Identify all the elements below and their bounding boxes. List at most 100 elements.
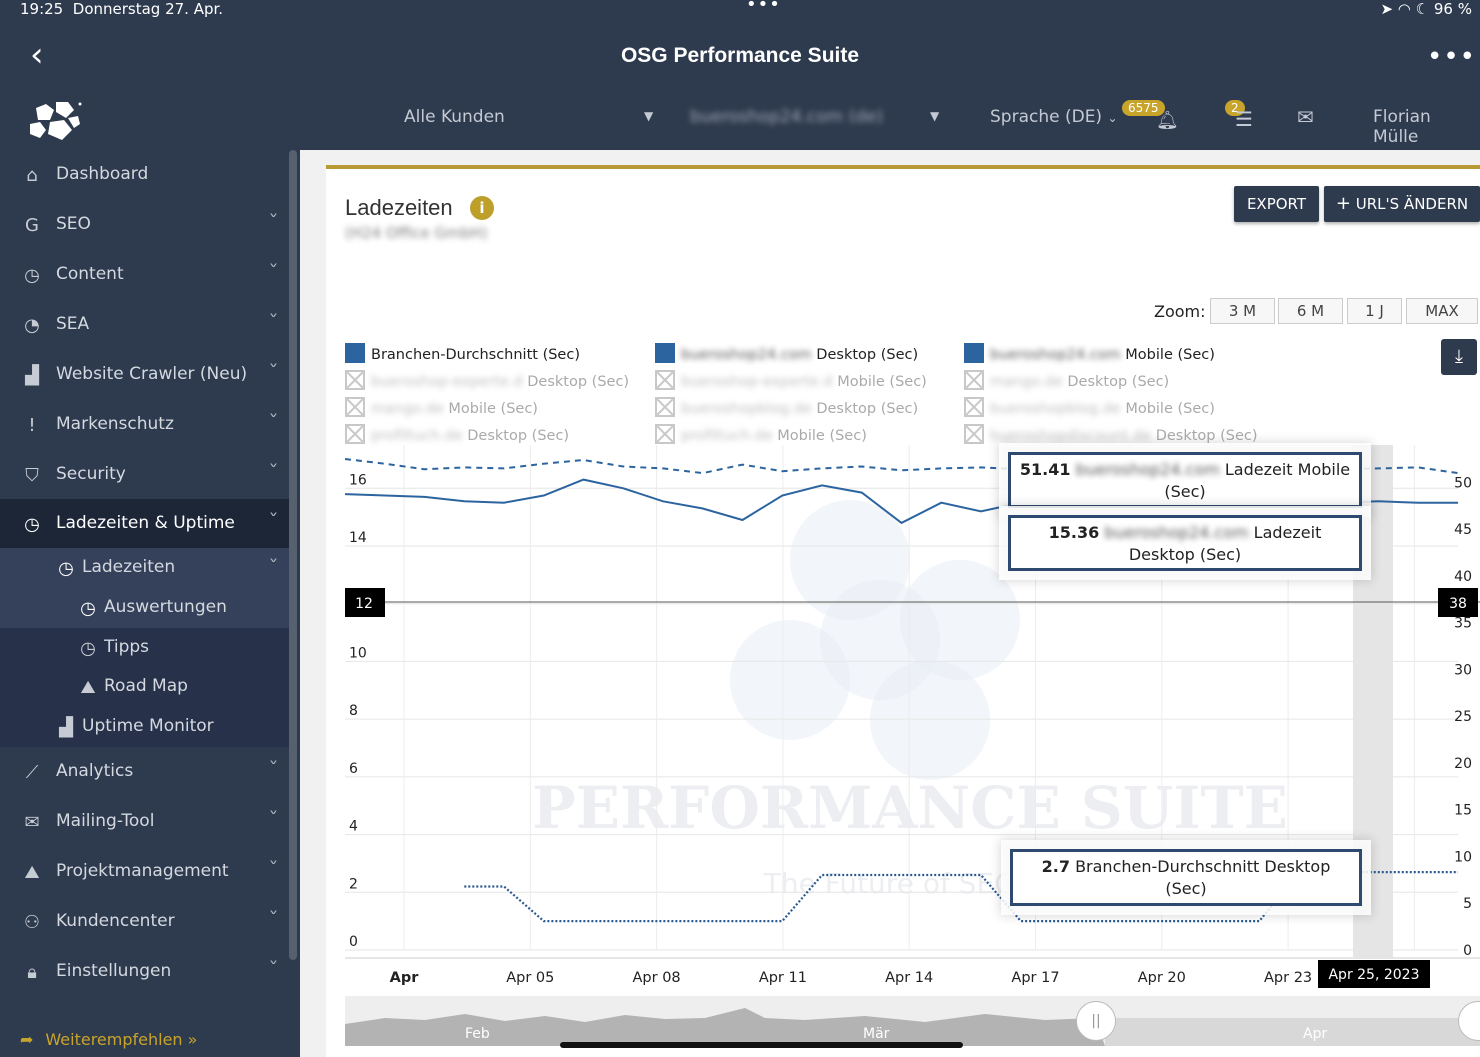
chevron-down-icon[interactable]: ˅ [268,910,279,926]
chevron-down-icon[interactable]: ˅ [268,760,279,776]
sidebar-item-sea[interactable]: ◔ SEA ˅ [0,300,289,350]
sidebar-scrollbar[interactable] [289,150,297,960]
legend-domain: bueroshopdiscount.de [990,428,1152,444]
legend-item[interactable]: profiltuch.de Mobile (Sec) [655,424,867,444]
area-chart-icon: ▟ [25,364,39,386]
sidebar-item-label: Projektmanagement [56,861,229,881]
zoom-max-button[interactable]: MAX [1406,298,1478,324]
refer-link[interactable]: ➦ Weiterempfehlen » [20,1030,198,1049]
chevron-down-icon[interactable]: ˅ [268,960,279,976]
chevron-down-icon[interactable]: ˅ [268,860,279,876]
sidebar-item-tipps[interactable]: ◷ Tipps [0,628,289,668]
legend-item[interactable]: Branchen-Durchschnitt (Sec) [345,343,580,363]
sidebar-item-label: Kundencenter [56,911,175,931]
sidebar-item-projektmanagement[interactable]: ⛰ Projektmanagement ˅ [0,847,289,897]
sidebar-item-einstellungen[interactable]: 🔒︎ Einstellungen ˅ [0,947,289,997]
user-menu[interactable]: Florian Mülle [1373,107,1431,147]
change-urls-button[interactable]: + URL'S ÄNDERN [1324,186,1480,222]
customer-select[interactable]: Alle Kunden ▼ [404,107,654,127]
sidebar-item-auswertungen[interactable]: ◷ Auswertungen [0,588,289,628]
sidebar-item-label: Analytics [56,761,134,781]
sidebar-item-label: Dashboard [56,164,149,184]
clock-icon: ◷ [80,637,96,659]
sidebar-item-website-crawler-neu-[interactable]: ▟ Website Crawler (Neu) ˅ [0,350,289,400]
legend-item[interactable]: mango.de Mobile (Sec) [345,397,538,417]
sidebar-item-label: SEO [56,214,91,234]
download-icon[interactable]: ⤓ [1441,339,1477,375]
export-button[interactable]: EXPORT [1234,186,1319,222]
y-right-tick: 25 [1454,709,1472,725]
legend-label: Desktop (Sec) [816,401,919,417]
sidebar-item-content[interactable]: ◷ Content ˅ [0,250,289,300]
zoom-1j-button[interactable]: 1 J [1347,298,1402,324]
x-tick-label: Apr 05 [506,970,554,986]
tasks-badge: 2 [1225,100,1245,116]
envelope-icon[interactable]: ✉ [1297,105,1314,129]
navigator-handle-left[interactable]: || [1076,1001,1116,1041]
legend-hidden-icon [964,370,984,390]
legend-item[interactable]: bueroshopblog.de Mobile (Sec) [964,397,1215,417]
sidebar-item-mailing-tool[interactable]: ✉ Mailing-Tool ˅ [0,797,289,847]
sidebar-item-label: Tipps [104,637,150,657]
info-icon[interactable]: i [470,196,494,220]
legend-swatch [964,343,984,363]
chevron-down-icon[interactable]: ˅ [268,810,279,826]
range-navigator[interactable]: Feb Mär Apr || [345,996,1480,1046]
zoom-6m-button[interactable]: 6 M [1278,298,1343,324]
sidebar-item-seo[interactable]: G SEO ˅ [0,200,289,250]
sidebar-item-analytics[interactable]: ⟋ Analytics ˅ [0,747,289,797]
sidebar-item-label: Einstellungen [56,961,172,981]
multitask-dots[interactable]: ••• [746,0,781,15]
chevron-down-icon[interactable]: ˅ [268,263,279,279]
crosshair-right-box [1438,588,1478,617]
google-icon: G [25,214,39,236]
legend-swatch [345,343,365,363]
sidebar-item-ladezeiten-uptime[interactable]: ◷ Ladezeiten & Uptime ˅ [0,499,289,549]
watermark-title: PERFORMANCE SUITE [532,774,1288,842]
legend-item[interactable]: profiltuch.de Desktop (Sec) [345,424,569,444]
clock-icon: ◷ [80,597,96,619]
crosshair-date-box [1318,960,1430,988]
chevron-down-icon[interactable]: ˅ [268,558,279,574]
legend-item[interactable]: bueroshop24.com Desktop (Sec) [655,343,918,363]
legend-domain: bueroshop-experte.d [681,374,833,390]
legend-item[interactable]: bueroshopdiscount.de Desktop (Sec) [964,424,1258,444]
chevron-down-icon[interactable]: ˅ [268,313,279,329]
legend-label: Desktop (Sec) [816,347,919,363]
sidebar-item-uptime-monitor[interactable]: ▟ Uptime Monitor [0,707,289,747]
back-icon[interactable]: ‹ [30,35,44,75]
y-right-tick: 15 [1454,803,1472,819]
legend-item[interactable]: bueroshop-experte.d Desktop (Sec) [345,370,629,390]
legend-item[interactable]: mango.de Desktop (Sec) [964,370,1169,390]
sidebar-item-dashboard[interactable]: ⌂ Dashboard [0,150,289,200]
y-right-tick: 45 [1454,522,1472,538]
sidebar-item-markenschutz[interactable]: ! Markenschutz ˅ [0,400,289,450]
legend-hidden-icon [345,370,365,390]
language-select[interactable]: Sprache (DE) ⌄ [990,107,1118,127]
osg-logo-icon[interactable] [26,98,84,142]
chevron-down-icon[interactable]: ˅ [268,413,279,429]
sidebar-item-kundencenter[interactable]: ⚇ Kundencenter ˅ [0,897,289,947]
legend-label: Mobile (Sec) [777,428,867,444]
legend-item[interactable]: bueroshop-experte.d Mobile (Sec) [655,370,927,390]
sidebar-item-ladezeiten[interactable]: ◷ Ladezeiten ˅ [0,548,289,588]
chevron-down-icon[interactable]: ˅ [268,363,279,379]
legend-item[interactable]: bueroshop24.com Mobile (Sec) [964,343,1215,363]
more-icon[interactable]: ••• [1426,42,1476,72]
sidebar-item-road-map[interactable]: ⛰ Road Map [0,667,289,707]
domain-select[interactable]: bueroshop24.com (de) ▼ [690,107,940,127]
legend-domain: bueroshop-experte.d [371,374,523,390]
legend-item[interactable]: bueroshopblog.de Desktop (Sec) [655,397,918,417]
zoom-3m-button[interactable]: 3 M [1210,298,1275,324]
legend-label: Branchen-Durchschnitt (Sec) [371,347,580,363]
chevron-down-icon[interactable]: ˅ [268,213,279,229]
legend-label: Mobile (Sec) [837,374,927,390]
chevron-down-icon[interactable]: ˅ [268,463,279,479]
sidebar-item-label: Content [56,264,124,284]
y-right-tick: 20 [1454,756,1472,772]
sidebar-item-security[interactable]: ⛉ Security ˅ [0,450,289,500]
notification-badge: 6575 [1122,100,1165,116]
chevron-down-icon[interactable]: ˅ [268,512,279,528]
home-indicator[interactable] [560,1042,963,1048]
